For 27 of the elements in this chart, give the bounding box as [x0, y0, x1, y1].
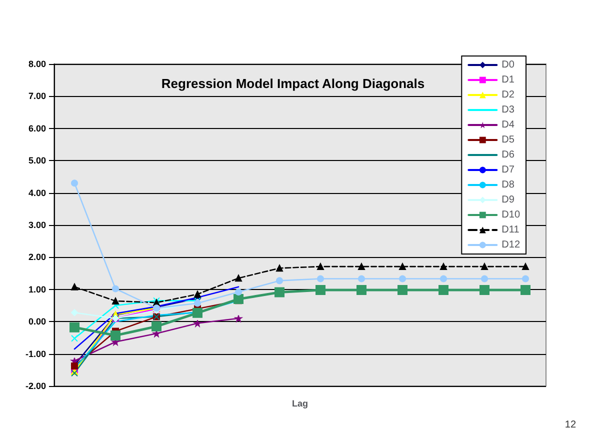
legend-label: D11 [502, 224, 520, 236]
y-tick-label: 1.00 [28, 284, 46, 294]
y-tick-label: 6.00 [28, 123, 46, 134]
legend-label: D0 [502, 60, 515, 70]
legend-label: D8 [502, 180, 515, 190]
legend-label: D9 [502, 194, 515, 206]
legend-label: D4 [502, 120, 515, 130]
y-tick-label: 8.00 [28, 59, 46, 69]
y-tick-label: 3.00 [28, 220, 46, 230]
legend-label: D5 [502, 134, 515, 146]
y-tick-label: 5.00 [28, 156, 46, 166]
y-tick-label: 4.00 [28, 188, 46, 198]
legend-label: D10 [502, 210, 520, 220]
x-axis-title: Lag [292, 398, 308, 408]
legend-label: D7 [502, 164, 515, 176]
y-tick-label: 2.00 [28, 252, 46, 262]
text: Regression Model Impact Along Diagonals [161, 76, 425, 91]
y-tick-label: 0.00 [28, 316, 46, 327]
legend-label: D2 [502, 90, 515, 100]
legend-label: D1 [502, 74, 515, 86]
legend-label: D3 [502, 104, 515, 116]
text: 12 [564, 420, 576, 430]
legend-label: D6 [502, 150, 515, 160]
legend-label: D12 [502, 240, 520, 250]
y-tick-label: -1.00 [25, 348, 46, 359]
y-tick-label: -2.00 [25, 381, 46, 391]
y-tick-label: 7.00 [28, 91, 46, 102]
